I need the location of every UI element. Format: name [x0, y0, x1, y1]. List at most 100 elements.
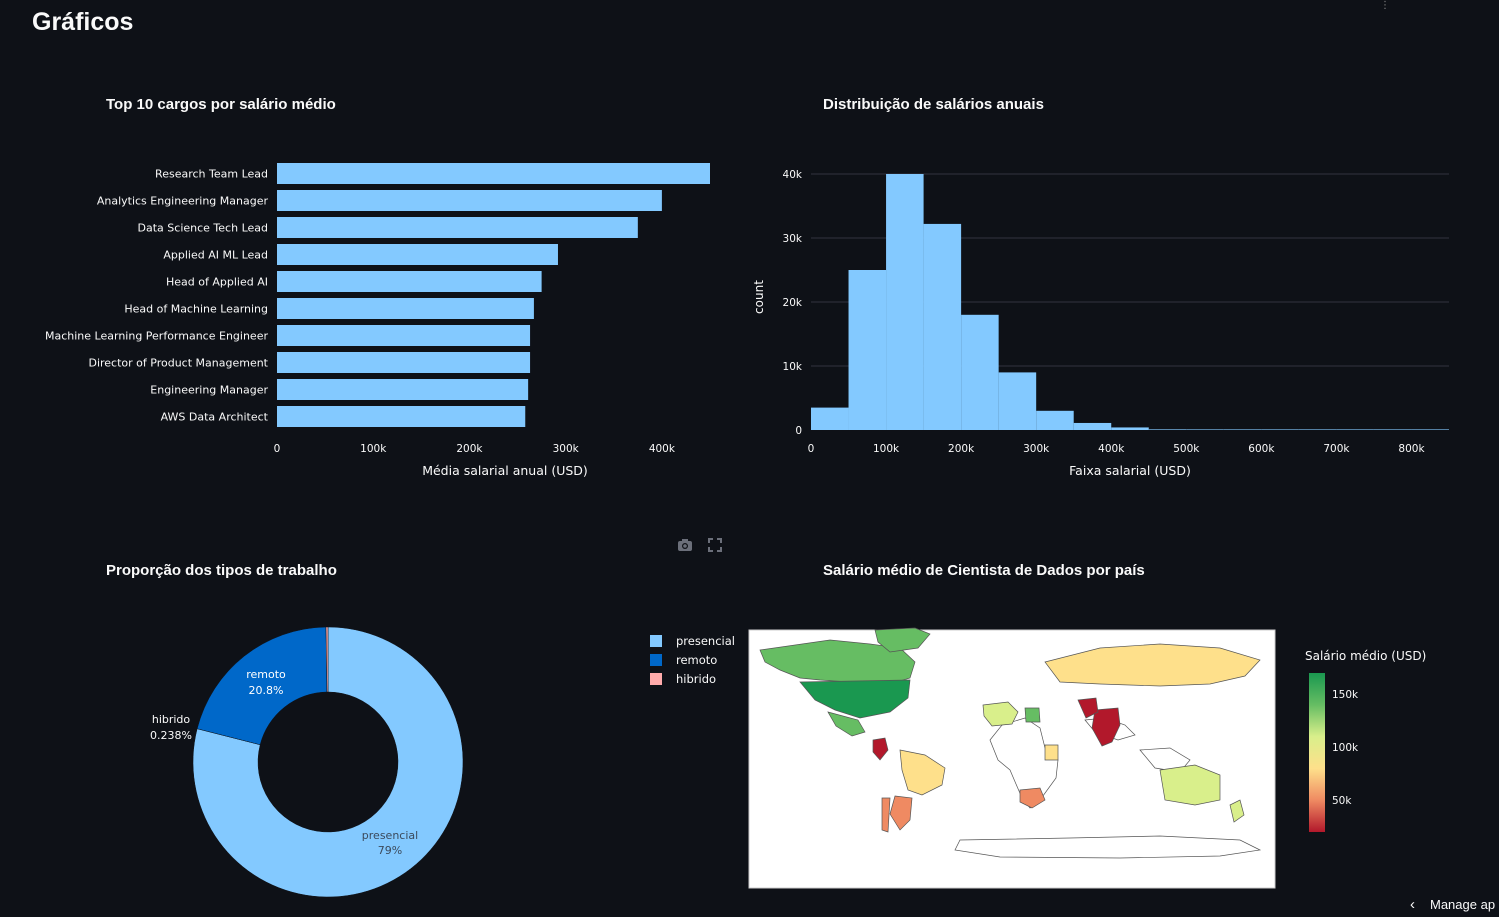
- bar: [277, 325, 531, 346]
- x-tick-label: 200k: [456, 443, 483, 455]
- y-axis-label: count: [752, 280, 766, 314]
- slice-percent: 20.8%: [249, 684, 284, 697]
- legend-swatch: [650, 654, 662, 666]
- colorbar-tick-label: 50k: [1332, 795, 1352, 807]
- histogram-bar: [1411, 429, 1449, 430]
- histogram-bar: [1373, 429, 1412, 430]
- map-country: [1024, 707, 1041, 723]
- y-tick-label: Machine Learning Performance Engineer: [45, 330, 268, 343]
- histogram-bar: [1073, 422, 1112, 430]
- x-tick-label: 0: [808, 443, 815, 455]
- map-country: [982, 701, 1019, 727]
- y-tick-label: Director of Product Management: [88, 357, 268, 370]
- histogram-bar: [1336, 429, 1374, 430]
- map-country: [899, 749, 946, 796]
- map-land: [989, 717, 1059, 809]
- slice-percent: 79%: [378, 844, 402, 857]
- map-country: [874, 627, 931, 653]
- y-tick-label: Analytics Engineering Manager: [97, 195, 269, 208]
- bar: [277, 244, 558, 265]
- y-tick-label: Data Science Tech Lead: [138, 222, 268, 235]
- slice-percent: 0.238%: [150, 729, 192, 742]
- histogram-bar: [1223, 429, 1262, 430]
- top10-chart-title: Top 10 cargos por salário médio: [106, 96, 336, 113]
- map-country: [827, 711, 866, 737]
- bar: [277, 352, 531, 373]
- x-tick-label: 500k: [1173, 443, 1200, 455]
- map-country: [889, 795, 913, 831]
- histogram-bar: [923, 223, 962, 430]
- x-axis-label: Média salarial anual (USD): [422, 463, 588, 478]
- manage-app-button[interactable]: ‹ Manage ap: [1410, 896, 1495, 913]
- y-tick-label: 30k: [783, 233, 803, 245]
- colorbar-title: Salário médio (USD): [1305, 649, 1426, 663]
- chart-modebar: [676, 536, 736, 556]
- histogram-bar: [1111, 427, 1149, 430]
- histogram-bar: [1186, 429, 1224, 430]
- bar: [277, 298, 534, 319]
- pie-slice: [325, 626, 329, 693]
- histogram-bar: [811, 407, 849, 430]
- map-country: [1077, 697, 1099, 719]
- chevron-left-icon: ‹: [1410, 896, 1415, 913]
- x-tick-label: 100k: [873, 443, 900, 455]
- pie-slice: [192, 626, 464, 898]
- y-tick-label: 10k: [783, 361, 803, 373]
- pie-chart-title: Proporção dos tipos de trabalho: [106, 562, 337, 579]
- histogram-bar: [998, 372, 1037, 430]
- y-tick-label: 40k: [783, 169, 803, 181]
- histogram-bar: [1261, 429, 1299, 430]
- map-country: [881, 797, 891, 833]
- x-tick-label: 800k: [1398, 443, 1425, 455]
- y-tick-label: Engineering Manager: [150, 384, 268, 397]
- legend-swatch: [650, 635, 662, 647]
- bar: [277, 217, 638, 238]
- colorbar: [1309, 673, 1325, 832]
- map-country: [1044, 744, 1059, 761]
- map-land: [954, 835, 1262, 859]
- y-tick-label: Applied AI ML Lead: [163, 249, 268, 262]
- fullscreen-icon[interactable]: [706, 536, 724, 554]
- histogram-bar: [1148, 429, 1187, 430]
- work-type-donut-chart: presencial 79% remoto 20.8% hibrido 0.238% pre…: [150, 626, 735, 898]
- slice-label: remoto: [246, 668, 286, 681]
- x-tick-label: 100k: [360, 443, 387, 455]
- bar: [277, 406, 526, 427]
- x-tick-label: 700k: [1323, 443, 1350, 455]
- map-country: [1159, 764, 1221, 806]
- y-tick-label: 20k: [783, 297, 803, 309]
- x-tick-label: 600k: [1248, 443, 1275, 455]
- y-tick-label: 0: [795, 425, 802, 437]
- legend-swatch: [650, 673, 662, 685]
- colorbar-tick-label: 150k: [1332, 689, 1359, 701]
- map-land: [1139, 747, 1191, 773]
- map-country: [1019, 787, 1046, 809]
- map-chart-title: Salário médio de Cientista de Dados por …: [823, 562, 1145, 579]
- salary-choropleth-map: Salário médio (USD) 50k 100k 150k: [748, 627, 1426, 889]
- pie-slice: [196, 626, 328, 746]
- y-tick-label: Research Team Lead: [155, 168, 268, 181]
- slice-label: hibrido: [152, 713, 191, 726]
- bar: [277, 379, 529, 400]
- x-tick-label: 300k: [1023, 443, 1050, 455]
- map-country: [1229, 799, 1245, 823]
- bar: [277, 190, 662, 211]
- top10-salary-chart: Research Team Lead Analytics Engineering …: [45, 163, 710, 478]
- y-tick-label: Head of Machine Learning: [124, 303, 268, 316]
- x-tick-label: 400k: [1098, 443, 1125, 455]
- map-country: [872, 737, 889, 761]
- user-menu-icon[interactable]: ⋮: [1380, 0, 1390, 11]
- y-tick-label: Head of Applied AI: [166, 276, 268, 289]
- slice-label: presencial: [362, 829, 418, 842]
- x-tick-label: 400k: [649, 443, 676, 455]
- colorbar-tick-label: 100k: [1332, 742, 1359, 754]
- camera-icon[interactable]: [676, 536, 694, 554]
- histogram-bar: [886, 174, 924, 430]
- legend-label: presencial: [676, 634, 735, 648]
- histogram-bar: [1298, 429, 1337, 430]
- map-country: [1044, 643, 1261, 687]
- bar: [277, 163, 710, 184]
- salary-histogram-chart: 0 10k 20k 30k 40k 0 100k 200k 300k 400k 500k 600k 70…: [752, 169, 1449, 478]
- x-tick-label: 200k: [948, 443, 975, 455]
